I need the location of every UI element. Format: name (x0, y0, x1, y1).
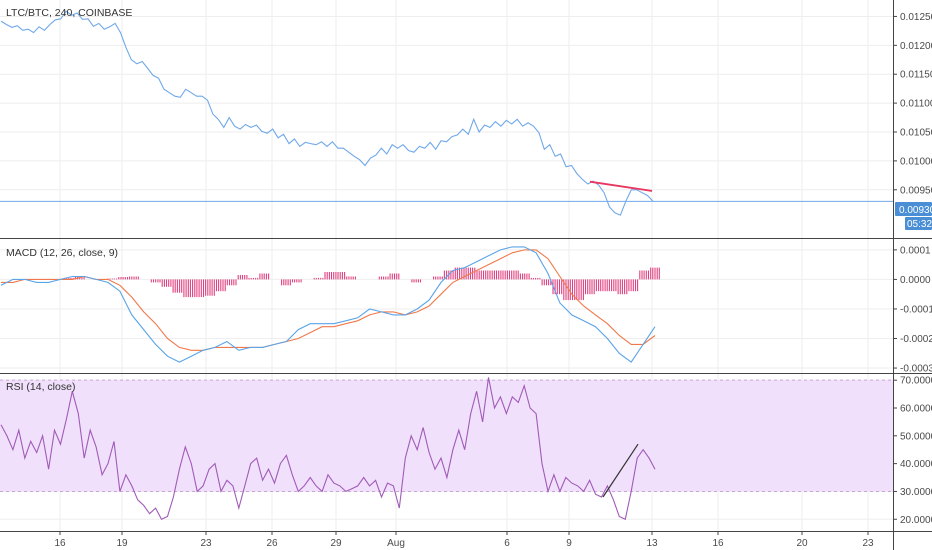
rsi-pane-title: RSI (14, close) (6, 381, 75, 393)
countdown-label: 05:32 (907, 219, 932, 230)
x-axis: 16 19 23 26 29 Aug 6 9 13 16 20 23 (54, 531, 874, 549)
x-tick-label: 6 (504, 538, 510, 549)
price-pane-title: LTC/BTC, 240, COINBASE (6, 7, 132, 19)
last-price-label: 0.00930 (899, 205, 932, 216)
last-price-badge: 0.00930 05:32 (895, 202, 932, 230)
macd-line (0, 246, 656, 363)
price-line (0, 10, 654, 216)
y-tick-label: 0.01150 (900, 70, 932, 81)
y-tick-label: 40.0000 (900, 459, 932, 470)
x-tick-label: 29 (330, 538, 342, 549)
rsi-line (0, 377, 656, 521)
y-tick-label: 20.0000 (900, 515, 932, 526)
y-tick-label: 0.0001 (900, 245, 931, 256)
y-tick-label: 0.01100 (900, 99, 932, 110)
x-tick-label: 23 (862, 538, 874, 549)
y-tick-label: -0.0003 (900, 364, 932, 375)
x-tick-label: 26 (266, 538, 278, 549)
y-tick-label: 0.0000 (900, 275, 931, 286)
y-tick-label: 70.0000 (900, 376, 932, 387)
rsi-trendline (602, 443, 639, 498)
macd-signal-line (1, 249, 656, 351)
x-tick-label: 9 (566, 538, 572, 549)
macd-histogram (53, 267, 660, 301)
x-tick-label: 16 (54, 538, 66, 549)
x-tick-label: 16 (712, 538, 724, 549)
macd-pane: MACD (12, 26, close, 9) 0.0001 0.0000 -0.0… (0, 245, 932, 375)
x-tick-label: 19 (116, 538, 128, 549)
y-tick-label: -0.0001 (900, 304, 932, 315)
rsi-pane: RSI (14, close) 70.0000 60.0000 50.0000 40.… (0, 376, 932, 526)
y-tick-label: -0.0002 (900, 334, 932, 345)
macd-pane-title: MACD (12, 26, close, 9) (6, 247, 118, 259)
x-tick-label: 20 (796, 538, 808, 549)
y-tick-label: 60.0000 (900, 403, 932, 414)
rsi-band (0, 380, 893, 492)
y-tick-label: 30.0000 (900, 487, 932, 498)
x-tick-label: 13 (646, 538, 658, 549)
price-trendline (589, 180, 653, 192)
x-tick-label: 23 (200, 538, 212, 549)
x-tick-label: Aug (387, 538, 405, 549)
y-tick-label: 50.0000 (900, 431, 932, 442)
